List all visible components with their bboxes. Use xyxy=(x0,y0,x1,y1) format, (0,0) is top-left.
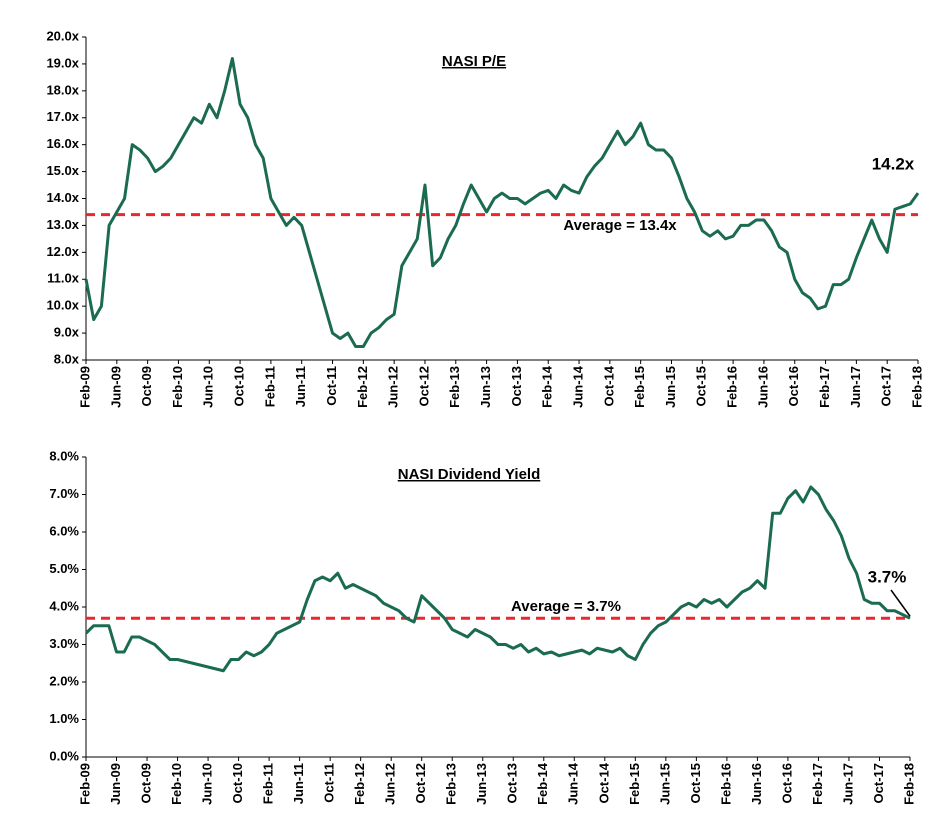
y-tick-label: 18.0x xyxy=(46,82,79,97)
y-tick-label: 17.0x xyxy=(46,109,79,124)
y-tick-label: 3.0% xyxy=(49,636,79,651)
x-tick-label: Feb-13 xyxy=(447,366,462,408)
x-tick-label: Feb-18 xyxy=(909,366,924,408)
y-tick-label: 8.0x xyxy=(54,351,80,366)
x-tick-label: Oct-12 xyxy=(416,366,431,406)
series-line xyxy=(84,57,920,349)
y-tick-label: 20.0x xyxy=(46,28,79,43)
x-tick-label: Jun-17 xyxy=(840,763,855,805)
x-tick-label: Oct-10 xyxy=(230,763,245,803)
x-tick-label: Oct-13 xyxy=(509,366,524,406)
y-tick-label: 6.0% xyxy=(49,523,79,538)
y-tick-label: 13.0x xyxy=(46,217,79,232)
x-tick-label: Jun-11 xyxy=(293,366,308,407)
x-tick-label: Feb-16 xyxy=(725,366,740,408)
y-tick-label: 16.0x xyxy=(46,136,79,151)
y-tick-label: 5.0% xyxy=(49,561,79,576)
x-tick-label: Feb-09 xyxy=(77,366,92,408)
x-tick-label: Jun-10 xyxy=(200,763,215,805)
y-tick-label: 2.0% xyxy=(49,673,79,688)
x-tick-label: Jun-14 xyxy=(566,762,581,805)
x-tick-label: Oct-16 xyxy=(779,763,794,803)
end-label: 14.2x xyxy=(872,154,915,173)
x-tick-label: Jun-11 xyxy=(291,763,306,804)
x-tick-label: Feb-17 xyxy=(810,763,825,805)
x-tick-label: Oct-15 xyxy=(694,366,709,406)
x-tick-label: Feb-15 xyxy=(632,366,647,408)
x-tick-label: Feb-10 xyxy=(170,366,185,408)
x-tick-label: Jun-14 xyxy=(570,365,585,408)
chart: NASI P/E 8.0x 9.0x 10.0x 11.0x 12.0x 13.0x 14.0… xyxy=(46,28,924,407)
chart-title: NASI Dividend Yield xyxy=(398,466,541,483)
chart-title: NASI P/E xyxy=(442,53,506,70)
x-tick-label: Oct-17 xyxy=(871,763,886,803)
y-tick-label: 7.0% xyxy=(49,486,79,501)
x-tick-label: Feb-16 xyxy=(718,763,733,805)
x-tick-label: Oct-14 xyxy=(601,365,616,406)
x-tick-label: Feb-12 xyxy=(355,366,370,408)
x-tick-label: Feb-11 xyxy=(262,366,277,407)
x-tick-label: Jun-16 xyxy=(749,763,764,805)
x-tick-label: Jun-13 xyxy=(478,366,493,408)
y-tick-label: 9.0x xyxy=(54,325,80,340)
x-tick-label: Jun-13 xyxy=(474,763,489,805)
x-tick-label: Oct-09 xyxy=(139,366,154,406)
x-tick-label: Jun-15 xyxy=(663,366,678,408)
x-tick-label: Jun-16 xyxy=(755,366,770,408)
x-tick-label: Feb-15 xyxy=(627,763,642,805)
end-label: 3.7% xyxy=(868,567,907,586)
x-tick-label: Jun-10 xyxy=(201,366,216,408)
chart: NASI Dividend Yield 0.0% 1.0% 2.0% 3.0% 4.0% 5… xyxy=(49,448,916,804)
y-tick-label: 1.0% xyxy=(49,711,79,726)
x-tick-label: Feb-14 xyxy=(540,365,555,408)
x-tick-label: Jun-12 xyxy=(383,763,398,805)
x-tick-label: Jun-12 xyxy=(386,366,401,408)
y-tick-label: 14.0x xyxy=(46,190,79,205)
x-tick-label: Feb-11 xyxy=(261,763,276,804)
x-tick-label: Oct-13 xyxy=(505,763,520,803)
average-label: Average = 13.4x xyxy=(563,217,677,234)
x-tick-label: Oct-09 xyxy=(138,763,153,803)
x-tick-label: Oct-16 xyxy=(786,366,801,406)
x-tick-label: Oct-14 xyxy=(596,762,611,803)
x-tick-label: Feb-14 xyxy=(535,762,550,805)
y-tick-label: 19.0x xyxy=(46,55,79,70)
x-tick-label: Oct-11 xyxy=(324,366,339,406)
x-tick-label: Feb-18 xyxy=(901,763,916,805)
x-tick-label: Jun-17 xyxy=(848,366,863,408)
x-tick-label: Oct-12 xyxy=(413,763,428,803)
x-tick-label: Feb-12 xyxy=(352,763,367,805)
y-tick-label: 12.0x xyxy=(46,244,79,259)
x-tick-label: Feb-10 xyxy=(169,763,184,805)
y-tick-label: 15.0x xyxy=(46,163,79,178)
x-tick-label: Oct-11 xyxy=(322,763,337,803)
y-tick-label: 0.0% xyxy=(49,748,79,763)
x-tick-label: Feb-17 xyxy=(817,366,832,408)
average-label: Average = 3.7% xyxy=(511,598,621,615)
end-pointer xyxy=(890,589,911,617)
x-tick-label: Oct-15 xyxy=(688,763,703,803)
x-tick-label: Feb-13 xyxy=(444,763,459,805)
x-tick-label: Feb-09 xyxy=(77,763,92,805)
y-tick-label: 8.0% xyxy=(49,448,79,463)
x-tick-label: Jun-15 xyxy=(657,763,672,805)
y-tick-label: 4.0% xyxy=(49,598,79,613)
x-tick-label: Oct-17 xyxy=(879,366,894,406)
y-tick-label: 10.0x xyxy=(46,298,79,313)
y-tick-label: 11.0x xyxy=(47,271,80,286)
x-tick-label: Jun-09 xyxy=(108,763,123,805)
x-tick-label: Oct-10 xyxy=(232,366,247,406)
x-tick-label: Jun-09 xyxy=(108,366,123,408)
series-line xyxy=(84,485,911,673)
